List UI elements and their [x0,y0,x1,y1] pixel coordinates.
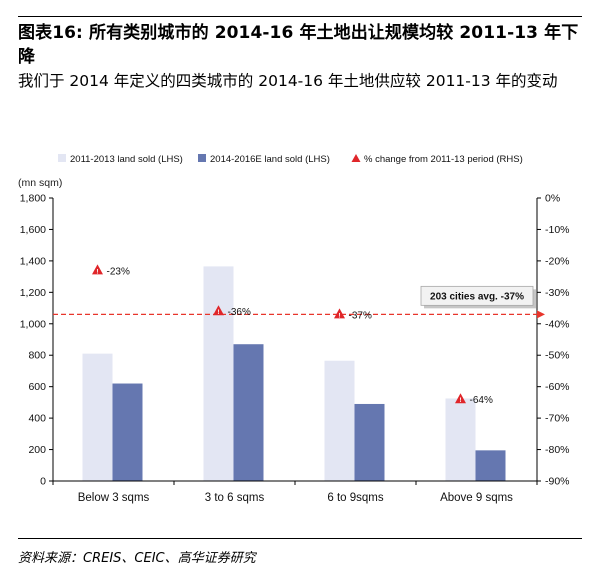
y2-tick-label: -30% [545,287,570,299]
y-tick-label: 1,800 [20,193,46,205]
y2-tick-label: -80% [545,444,570,456]
y2-tick-label: -70% [545,413,570,425]
y-tick-label: 1,200 [20,287,46,299]
pct-change-label: -64% [470,395,493,406]
x-tick-label: Above 9 sqms [440,492,513,504]
chart-legend: 2011-2013 land sold (LHS) 2014-2016E land… [58,154,523,165]
y-tick-label: 800 [28,350,46,362]
bar-2011-2013 [324,360,355,481]
y-tick-label: 0 [40,476,46,488]
y-tick-label: 600 [28,381,46,393]
y2-tick-label: -40% [545,318,570,330]
bar-2014-2016 [233,344,264,481]
x-tick-label: Below 3 sqms [78,492,150,504]
y-tick-label: 200 [28,444,46,456]
pct-change-label: -23% [107,266,130,277]
pct-change-marker [334,308,345,319]
average-label: 203 cities avg. -37% [430,291,524,302]
axes-layer: 0 200 400 600 800 1,000 1,200 1,400 1,600 1,800 0%… [20,193,570,505]
legend-label: % change from 2011-13 period (RHS) [364,154,523,165]
pct-marker-glyph: ! [217,309,219,316]
page-subtitle: 我们于 2014 年定义的四类城市的 2014-16 年土地供应较 2011-1… [18,72,558,90]
bar-2011-2013 [445,398,476,481]
bottom-rule [18,538,582,539]
pct-change-label: -37% [349,310,372,321]
legend-label: 2011-2013 land sold (LHS) [70,154,183,165]
y-tick-label: 1,400 [20,255,46,267]
average-label-box [420,285,534,306]
y2-tick-label: -20% [545,255,570,267]
legend-swatch-triangle [351,154,361,162]
y-tick-label: 1,000 [20,318,46,330]
y2-tick-label: 0% [545,193,560,205]
average-line-arrowhead [537,310,545,319]
y2-tick-label: -50% [545,350,570,362]
bar-2011-2013 [203,266,234,481]
source-note: 资料来源：CREIS、CEIC、高华证券研究 [18,551,256,566]
overlay-layer: 203 cities avg. -37%! -23%! -36%! -37%! -64% [53,264,545,406]
y2-tick-label: -90% [545,476,570,488]
y2-tick-label: -60% [545,381,570,393]
legend-swatch [198,154,206,162]
y2-tick-label: -10% [545,224,570,236]
y-tick-label: 1,600 [20,224,46,236]
bar-2014-2016 [112,383,143,481]
pct-change-marker [455,393,466,404]
page-title: 图表16: 所有类别城市的 2014-16 年土地出让规模均较 2011-13 … [18,23,579,67]
bar-2014-2016 [354,403,385,481]
bar-2011-2013 [82,353,113,481]
pct-marker-glyph: ! [459,397,461,404]
x-tick-label: 6 to 9sqms [327,492,383,504]
x-tick-label: 3 to 6 sqms [205,492,265,504]
pct-marker-glyph: ! [96,268,98,275]
legend-label: 2014-2016E land sold (LHS) [210,154,330,165]
y-axis-label: (mn sqm) [18,177,62,189]
pct-change-marker [92,264,103,275]
bar-2014-2016 [475,450,506,481]
pct-marker-glyph: ! [338,312,340,319]
bars-layer [82,266,506,481]
legend-swatch [58,154,66,162]
y-tick-label: 400 [28,413,46,425]
pct-change-label: -36% [228,307,251,318]
top-rule [18,16,582,17]
pct-change-marker [213,305,224,316]
